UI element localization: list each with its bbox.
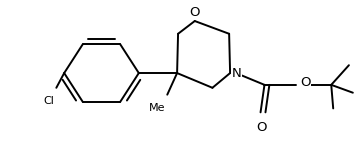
Text: Cl: Cl: [43, 96, 54, 106]
Text: O: O: [300, 76, 310, 89]
Text: Me: Me: [149, 103, 165, 112]
Text: N: N: [232, 67, 242, 80]
Text: O: O: [256, 121, 267, 134]
Text: O: O: [190, 6, 200, 19]
